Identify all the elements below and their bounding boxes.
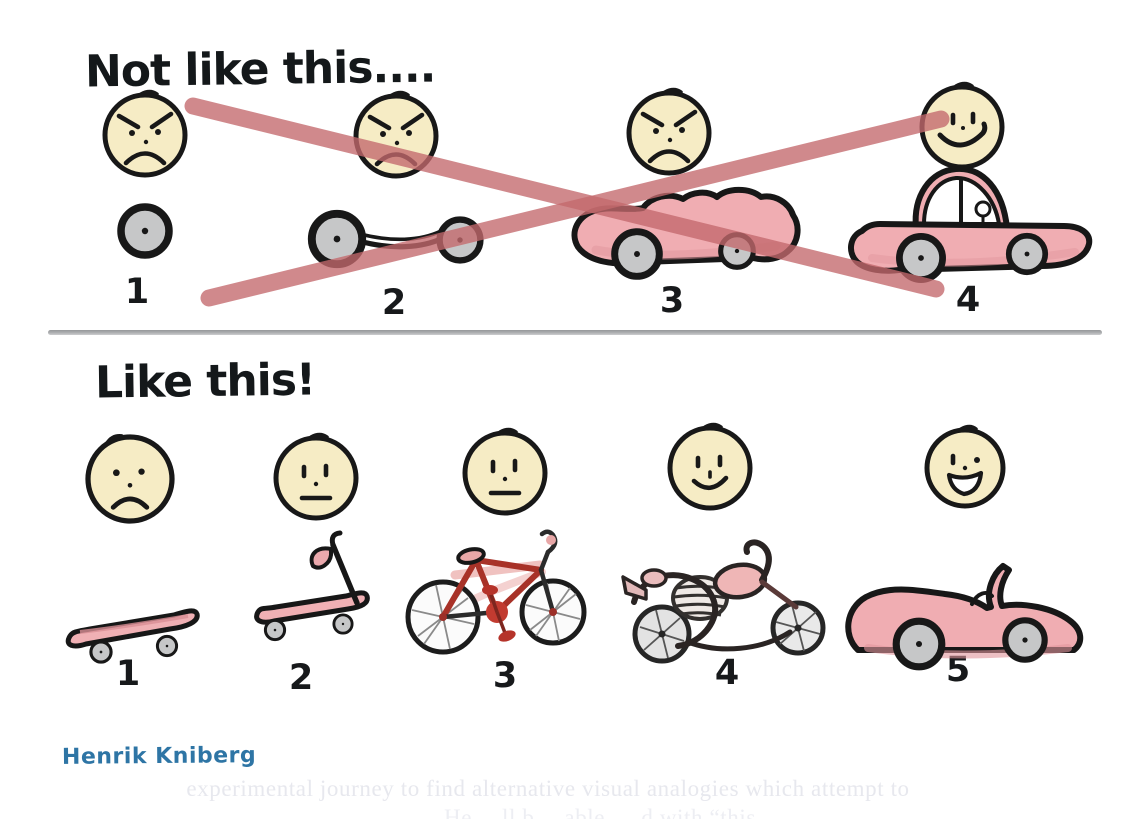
single-wheel-icon [121,207,169,255]
kick-scooter-icon [254,530,370,642]
faint-article-text-line2: … He …ll b… able … d with “this … [414,805,786,819]
angry-face-icon [105,92,185,176]
step-number: 3 [492,656,518,696]
like-this-row [65,425,1084,667]
sad-face-icon [88,436,172,521]
step-number: 4 [714,653,740,693]
step-number: 1 [124,272,150,312]
convertible-car-icon [845,563,1084,667]
step-number: 2 [288,658,314,698]
smiling-face-icon [670,425,750,509]
laughing-face-icon [927,427,1003,507]
bicycle-icon [405,529,587,655]
step-number: 2 [381,283,407,323]
red-cross-icon [184,97,950,307]
faint-article-text-line1: experimental journey to find alternative… [186,776,910,801]
step-number: 4 [955,280,981,320]
not-like-this-row [105,84,1093,307]
motorcycle-icon [621,539,826,664]
section-divider [48,330,1102,335]
skateboard-icon [65,608,200,664]
complete-car-icon [848,165,1093,280]
angry-face-icon [629,90,709,174]
step-number: 1 [115,654,141,694]
neutral-face-icon [276,435,356,519]
neutral-face-icon [465,430,545,514]
step-number: 3 [659,281,685,321]
